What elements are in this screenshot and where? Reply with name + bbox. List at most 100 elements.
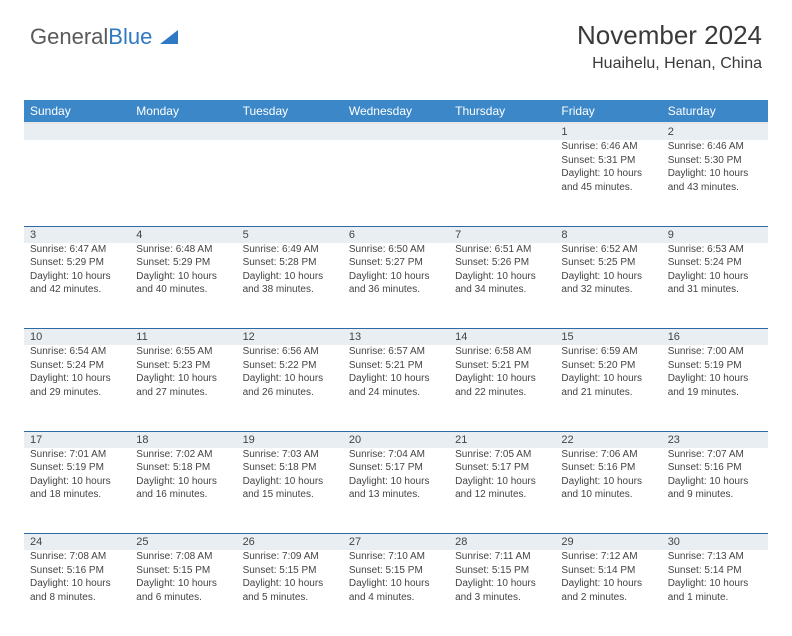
daylight-line: Daylight: 10 hours and 15 minutes.	[243, 475, 337, 502]
day-number: 3	[24, 226, 130, 243]
daylight-line: Daylight: 10 hours and 40 minutes.	[136, 270, 230, 297]
day-number: 11	[130, 329, 236, 346]
sunset-line: Sunset: 5:30 PM	[668, 154, 762, 168]
week-row: Sunrise: 6:47 AMSunset: 5:29 PMDaylight:…	[24, 243, 768, 329]
sunrise-line: Sunrise: 6:57 AM	[349, 345, 443, 359]
day-cell	[343, 140, 449, 226]
sunset-line: Sunset: 5:29 PM	[136, 256, 230, 270]
sunset-line: Sunset: 5:21 PM	[349, 359, 443, 373]
day-number: 29	[555, 534, 661, 551]
day-cell: Sunrise: 6:56 AMSunset: 5:22 PMDaylight:…	[237, 345, 343, 431]
day-header: Monday	[130, 100, 236, 123]
brand-part2: Blue	[108, 24, 152, 49]
sunrise-line: Sunrise: 6:54 AM	[30, 345, 124, 359]
sunset-line: Sunset: 5:31 PM	[561, 154, 655, 168]
day-number: 20	[343, 431, 449, 448]
daylight-line: Daylight: 10 hours and 22 minutes.	[455, 372, 549, 399]
day-number: 1	[555, 123, 661, 140]
day-number: 13	[343, 329, 449, 346]
day-header: Wednesday	[343, 100, 449, 123]
daylight-line: Daylight: 10 hours and 42 minutes.	[30, 270, 124, 297]
sunset-line: Sunset: 5:19 PM	[30, 461, 124, 475]
sunrise-line: Sunrise: 7:05 AM	[455, 448, 549, 462]
day-cell: Sunrise: 7:12 AMSunset: 5:14 PMDaylight:…	[555, 550, 661, 636]
week-row: Sunrise: 6:46 AMSunset: 5:31 PMDaylight:…	[24, 140, 768, 226]
day-cell: Sunrise: 7:04 AMSunset: 5:17 PMDaylight:…	[343, 448, 449, 534]
sunrise-line: Sunrise: 7:02 AM	[136, 448, 230, 462]
day-cell: Sunrise: 6:51 AMSunset: 5:26 PMDaylight:…	[449, 243, 555, 329]
day-number-row: 10111213141516	[24, 329, 768, 346]
calendar-table: SundayMondayTuesdayWednesdayThursdayFrid…	[24, 100, 768, 636]
daylight-line: Daylight: 10 hours and 1 minute.	[668, 577, 762, 604]
brand-part1: General	[30, 24, 108, 49]
day-number: 18	[130, 431, 236, 448]
sunset-line: Sunset: 5:29 PM	[30, 256, 124, 270]
sunrise-line: Sunrise: 6:49 AM	[243, 243, 337, 257]
sunset-line: Sunset: 5:20 PM	[561, 359, 655, 373]
day-cell: Sunrise: 7:07 AMSunset: 5:16 PMDaylight:…	[662, 448, 768, 534]
day-number: 26	[237, 534, 343, 551]
day-number: 25	[130, 534, 236, 551]
sunset-line: Sunset: 5:15 PM	[243, 564, 337, 578]
day-number: 5	[237, 226, 343, 243]
day-cell: Sunrise: 6:59 AMSunset: 5:20 PMDaylight:…	[555, 345, 661, 431]
daylight-line: Daylight: 10 hours and 18 minutes.	[30, 475, 124, 502]
daylight-line: Daylight: 10 hours and 13 minutes.	[349, 475, 443, 502]
day-header: Friday	[555, 100, 661, 123]
day-number: 24	[24, 534, 130, 551]
day-cell: Sunrise: 6:57 AMSunset: 5:21 PMDaylight:…	[343, 345, 449, 431]
daylight-line: Daylight: 10 hours and 36 minutes.	[349, 270, 443, 297]
brand-logo: GeneralBlue	[30, 24, 180, 50]
day-cell: Sunrise: 6:55 AMSunset: 5:23 PMDaylight:…	[130, 345, 236, 431]
sunrise-line: Sunrise: 7:10 AM	[349, 550, 443, 564]
day-cell	[24, 140, 130, 226]
sunrise-line: Sunrise: 7:13 AM	[668, 550, 762, 564]
day-number: 30	[662, 534, 768, 551]
day-number	[449, 123, 555, 140]
header-right: November 2024 Huaihelu, Henan, China	[577, 20, 762, 73]
sunset-line: Sunset: 5:15 PM	[349, 564, 443, 578]
day-number: 21	[449, 431, 555, 448]
sunrise-line: Sunrise: 7:04 AM	[349, 448, 443, 462]
day-cell: Sunrise: 6:48 AMSunset: 5:29 PMDaylight:…	[130, 243, 236, 329]
day-header: Sunday	[24, 100, 130, 123]
day-number: 28	[449, 534, 555, 551]
daylight-line: Daylight: 10 hours and 19 minutes.	[668, 372, 762, 399]
day-number: 2	[662, 123, 768, 140]
daylight-line: Daylight: 10 hours and 38 minutes.	[243, 270, 337, 297]
day-cell: Sunrise: 7:08 AMSunset: 5:16 PMDaylight:…	[24, 550, 130, 636]
daylight-line: Daylight: 10 hours and 16 minutes.	[136, 475, 230, 502]
sunset-line: Sunset: 5:17 PM	[349, 461, 443, 475]
month-title: November 2024	[577, 20, 762, 51]
day-number-row: 3456789	[24, 226, 768, 243]
sail-icon	[160, 30, 180, 46]
daylight-line: Daylight: 10 hours and 26 minutes.	[243, 372, 337, 399]
day-cell	[237, 140, 343, 226]
day-number-row: 12	[24, 123, 768, 140]
day-cell: Sunrise: 7:01 AMSunset: 5:19 PMDaylight:…	[24, 448, 130, 534]
sunset-line: Sunset: 5:16 PM	[30, 564, 124, 578]
sunrise-line: Sunrise: 7:08 AM	[30, 550, 124, 564]
day-cell: Sunrise: 7:06 AMSunset: 5:16 PMDaylight:…	[555, 448, 661, 534]
day-header: Tuesday	[237, 100, 343, 123]
sunset-line: Sunset: 5:16 PM	[668, 461, 762, 475]
daylight-line: Daylight: 10 hours and 34 minutes.	[455, 270, 549, 297]
sunrise-line: Sunrise: 6:51 AM	[455, 243, 549, 257]
week-row: Sunrise: 7:01 AMSunset: 5:19 PMDaylight:…	[24, 448, 768, 534]
sunrise-line: Sunrise: 6:55 AM	[136, 345, 230, 359]
day-cell: Sunrise: 6:46 AMSunset: 5:31 PMDaylight:…	[555, 140, 661, 226]
day-number	[343, 123, 449, 140]
sunrise-line: Sunrise: 7:03 AM	[243, 448, 337, 462]
day-header: Thursday	[449, 100, 555, 123]
sunset-line: Sunset: 5:23 PM	[136, 359, 230, 373]
day-cell: Sunrise: 6:49 AMSunset: 5:28 PMDaylight:…	[237, 243, 343, 329]
daylight-line: Daylight: 10 hours and 12 minutes.	[455, 475, 549, 502]
day-number: 22	[555, 431, 661, 448]
week-row: Sunrise: 6:54 AMSunset: 5:24 PM Daylight:…	[24, 345, 768, 431]
daylight-line: Daylight: 10 hours and 10 minutes.	[561, 475, 655, 502]
day-number: 10	[24, 329, 130, 346]
sunset-line: Sunset: 5:24 PM	[30, 359, 124, 373]
sunset-line: Sunset: 5:15 PM	[455, 564, 549, 578]
sunrise-line: Sunrise: 7:09 AM	[243, 550, 337, 564]
day-number: 15	[555, 329, 661, 346]
